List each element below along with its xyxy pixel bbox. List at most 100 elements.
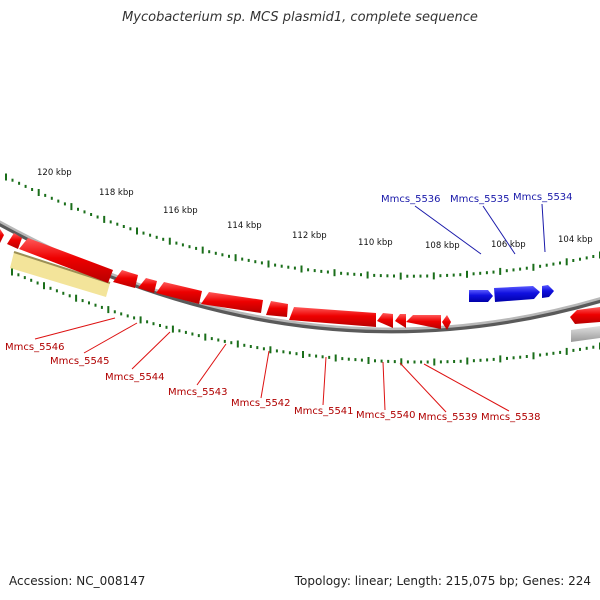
minor-tick xyxy=(50,196,53,200)
major-tick xyxy=(267,260,270,268)
minor-tick xyxy=(354,358,357,362)
gene-label: Mmcs_5535 xyxy=(450,194,510,205)
kbp-tick-label: 106 kbp xyxy=(491,240,526,250)
minor-tick xyxy=(512,268,515,272)
minor-tick xyxy=(592,345,595,349)
minor-tick xyxy=(585,346,588,350)
minor-tick xyxy=(149,233,152,237)
gene-label: Mmcs_5545 xyxy=(50,356,110,367)
minor-tick xyxy=(282,350,285,354)
minor-tick xyxy=(24,184,27,188)
major-tick xyxy=(565,347,568,355)
minor-tick xyxy=(413,360,416,364)
minor-tick xyxy=(446,273,449,277)
minor-tick xyxy=(446,360,449,364)
minor-tick xyxy=(559,350,562,354)
gene-arrow xyxy=(7,233,22,249)
minor-tick xyxy=(379,274,382,278)
minor-tick xyxy=(241,257,244,261)
gene-arrow xyxy=(469,290,493,302)
gene-label: Mmcs_5544 xyxy=(105,372,165,383)
minor-tick xyxy=(525,266,528,270)
minor-tick xyxy=(159,324,161,327)
minor-tick xyxy=(221,253,224,257)
minor-tick xyxy=(380,359,383,363)
minor-tick xyxy=(492,270,495,274)
minor-tick xyxy=(122,225,125,228)
major-tick xyxy=(399,272,402,280)
minor-tick xyxy=(479,271,482,275)
minor-tick xyxy=(572,348,575,352)
minor-tick xyxy=(341,357,344,361)
major-tick xyxy=(11,268,13,276)
minor-tick xyxy=(552,262,555,266)
major-tick xyxy=(43,282,45,290)
major-tick xyxy=(201,246,204,254)
minor-tick xyxy=(109,220,112,224)
minor-tick xyxy=(165,325,168,329)
minor-tick xyxy=(308,353,311,357)
gene-label: Mmcs_5539 xyxy=(418,412,478,423)
major-tick xyxy=(103,215,106,223)
minor-tick xyxy=(217,338,220,342)
minor-tick xyxy=(274,263,277,267)
minor-tick xyxy=(256,346,259,350)
minor-tick xyxy=(420,360,423,364)
minor-tick xyxy=(293,266,296,270)
minor-tick xyxy=(459,359,462,363)
summary-text: Topology: linear; Length: 215,075 bp; Ge… xyxy=(294,574,591,588)
minor-tick xyxy=(49,286,52,290)
major-tick xyxy=(366,271,369,279)
minor-tick xyxy=(320,269,323,273)
gene-label: Mmcs_5538 xyxy=(481,412,541,423)
minor-tick xyxy=(552,351,555,355)
gene-label: Mmcs_5542 xyxy=(231,398,291,409)
minor-tick xyxy=(579,257,581,261)
gene-arrow xyxy=(571,326,600,342)
minor-tick xyxy=(439,274,442,278)
minor-tick xyxy=(181,243,184,247)
minor-tick xyxy=(519,267,522,271)
gene-arrow xyxy=(266,301,288,317)
major-tick xyxy=(168,237,171,245)
major-tick xyxy=(367,357,370,364)
minor-tick xyxy=(393,274,395,278)
minor-tick xyxy=(146,320,149,324)
gene-arrow xyxy=(442,315,451,330)
gene-label: Mmcs_5534 xyxy=(513,192,573,203)
minor-tick xyxy=(195,246,198,250)
minor-tick xyxy=(36,281,39,285)
major-tick xyxy=(499,355,502,363)
major-tick xyxy=(136,227,138,235)
forward-genes xyxy=(469,285,554,302)
kbp-tick-label: 104 kbp xyxy=(558,235,593,245)
minor-tick xyxy=(287,265,290,269)
minor-tick xyxy=(191,332,194,336)
gene-arrow xyxy=(289,307,376,327)
major-tick xyxy=(565,258,568,266)
major-tick xyxy=(302,351,304,358)
major-tick xyxy=(400,358,403,366)
minor-tick xyxy=(506,356,508,360)
minor-tick xyxy=(243,343,246,347)
major-tick xyxy=(466,270,468,278)
minor-tick xyxy=(17,273,20,277)
minor-tick xyxy=(178,329,181,333)
minor-tick xyxy=(313,269,316,273)
minor-tick xyxy=(386,274,389,278)
major-tick xyxy=(75,294,78,302)
major-tick xyxy=(269,346,272,354)
minor-tick xyxy=(214,251,217,255)
major-tick xyxy=(433,358,436,366)
minor-tick xyxy=(406,360,409,364)
minor-tick xyxy=(62,291,65,295)
kbp-tick-label: 118 kbp xyxy=(99,188,134,198)
map-title: Mycobacterium sp. MCS plasmid1, complete… xyxy=(122,10,478,25)
major-tick xyxy=(37,189,40,196)
reverse-gene-labels: Mmcs_5546 Mmcs_5545 Mmcs_5544 Mmcs_5543 … xyxy=(5,342,541,423)
minor-tick xyxy=(585,256,588,260)
minor-tick xyxy=(505,269,508,273)
minor-tick xyxy=(307,268,310,272)
minor-tick xyxy=(77,207,79,211)
reverse-genes xyxy=(0,229,600,330)
